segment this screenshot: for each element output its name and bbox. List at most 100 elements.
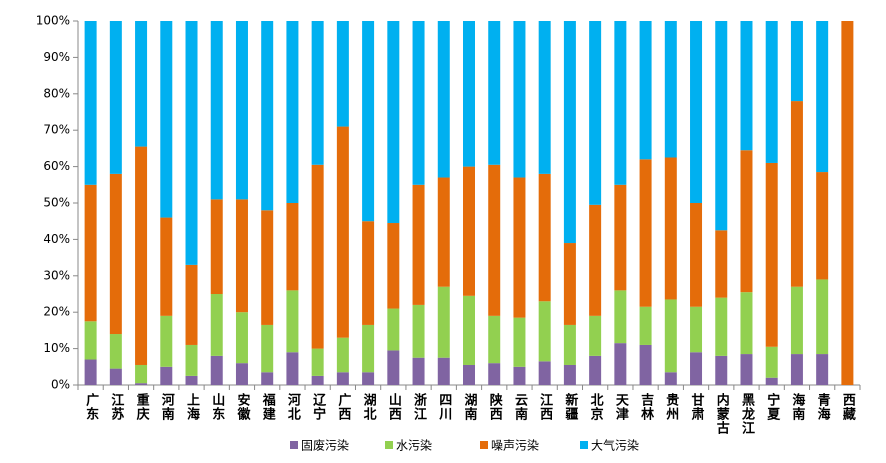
x-tick-label: 山西 bbox=[386, 392, 402, 421]
bar-segment bbox=[311, 21, 324, 165]
bar-segment bbox=[261, 21, 274, 211]
bar-segment bbox=[513, 317, 526, 367]
bar-segment bbox=[639, 21, 652, 160]
y-tick-label: 30% bbox=[43, 268, 70, 282]
bar-segment bbox=[437, 286, 450, 358]
bar-segment bbox=[210, 199, 223, 294]
x-tick-label: 安徽 bbox=[234, 392, 251, 421]
bar-segment bbox=[463, 364, 475, 385]
bar-segment bbox=[210, 294, 223, 356]
bar-segment bbox=[160, 366, 173, 385]
bar-segment bbox=[664, 21, 677, 158]
bar-segment bbox=[437, 177, 450, 287]
bar-segment bbox=[765, 21, 778, 163]
x-tick-label: 宁夏 bbox=[764, 392, 781, 421]
x-tick-label: 贵州 bbox=[663, 392, 680, 421]
bar-segment bbox=[336, 337, 349, 373]
bar-segment bbox=[261, 372, 274, 385]
x-tick-label: 内蒙古 bbox=[714, 392, 730, 435]
bar-segment bbox=[664, 299, 677, 373]
bar-segment bbox=[765, 346, 778, 378]
bar-segment bbox=[614, 290, 627, 344]
x-tick-label: 河南 bbox=[159, 392, 175, 421]
legend-swatch bbox=[580, 441, 588, 449]
bar-segment bbox=[185, 375, 198, 385]
bar-segment bbox=[311, 164, 324, 349]
bar-segment bbox=[412, 304, 425, 358]
y-tick-label: 0% bbox=[51, 378, 70, 392]
bar-segment bbox=[816, 279, 829, 355]
bar-segment bbox=[160, 217, 173, 316]
x-tick-label: 湖北 bbox=[361, 393, 377, 421]
bar-segment bbox=[412, 184, 425, 305]
bar-segment bbox=[210, 355, 223, 385]
bar-segment bbox=[160, 21, 173, 218]
bar-segment bbox=[412, 21, 425, 185]
y-tick-label: 50% bbox=[43, 196, 70, 210]
bar-segment bbox=[589, 21, 602, 205]
y-tick-label: 40% bbox=[43, 232, 70, 246]
bar-segment bbox=[362, 372, 375, 385]
bar-segment bbox=[563, 324, 576, 365]
legend-label: 大气污染 bbox=[591, 438, 639, 453]
bar-segment bbox=[740, 150, 753, 293]
bar-segment bbox=[740, 21, 753, 151]
x-tick-label: 湖南 bbox=[462, 393, 478, 421]
bar-segment bbox=[387, 308, 400, 351]
bar-segment bbox=[538, 361, 551, 385]
bar-segment bbox=[84, 184, 97, 322]
bar-segment bbox=[463, 295, 475, 365]
bar-segment bbox=[538, 173, 551, 302]
bar-segment bbox=[488, 21, 501, 165]
x-tick-label: 福建 bbox=[260, 392, 277, 421]
y-tick-label: 80% bbox=[43, 86, 70, 100]
bar-segment bbox=[210, 21, 223, 200]
bar-segment bbox=[235, 363, 248, 385]
bar-segment bbox=[639, 159, 652, 307]
bar-segment bbox=[135, 364, 148, 384]
bar-segment bbox=[563, 364, 576, 385]
legend-swatch bbox=[480, 441, 488, 449]
x-tick-label: 云南 bbox=[512, 393, 528, 421]
bar-segment bbox=[790, 21, 803, 102]
x-tick-label: 新疆 bbox=[562, 392, 578, 421]
bar-segment bbox=[185, 21, 198, 265]
x-tick-label: 甘肃 bbox=[689, 392, 705, 421]
bar-segment bbox=[235, 21, 248, 200]
bar-segment bbox=[336, 372, 349, 385]
x-tick-label: 江苏 bbox=[108, 392, 124, 421]
x-tick-label: 辽宁 bbox=[310, 393, 326, 421]
bar-segment bbox=[765, 377, 778, 385]
bar-segment bbox=[261, 210, 274, 325]
bar-segment bbox=[286, 203, 299, 291]
bar-segment bbox=[740, 354, 753, 385]
bar-segment bbox=[235, 312, 248, 364]
bar-segment bbox=[160, 315, 173, 367]
x-tick-label: 北京 bbox=[588, 393, 604, 421]
x-tick-label: 吉林 bbox=[638, 393, 654, 421]
bar-segment bbox=[614, 184, 627, 291]
bar-segment bbox=[437, 357, 450, 385]
bar-segment bbox=[816, 172, 829, 280]
bar-segment bbox=[690, 21, 703, 203]
y-tick-label: 20% bbox=[43, 305, 70, 319]
bar-segment bbox=[235, 199, 248, 313]
bar-segment bbox=[362, 21, 375, 222]
bar-segment bbox=[84, 21, 97, 185]
bar-segment bbox=[336, 126, 349, 338]
x-tick-label: 青海 bbox=[815, 392, 831, 421]
bar-segment bbox=[589, 204, 602, 316]
x-tick-label: 河北 bbox=[285, 392, 301, 421]
bar-segment bbox=[538, 301, 551, 362]
legend-label: 噪声污染 bbox=[491, 438, 539, 453]
x-tick-label: 江西 bbox=[537, 392, 553, 421]
bar-segment bbox=[463, 166, 475, 296]
bar-segment bbox=[639, 344, 652, 385]
bar-segment bbox=[412, 357, 425, 385]
bar-segment bbox=[816, 354, 829, 385]
bar-segment bbox=[664, 157, 677, 300]
x-tick-label: 西藏 bbox=[840, 393, 856, 421]
bar-segment bbox=[790, 101, 803, 287]
bar-segment bbox=[715, 230, 728, 298]
